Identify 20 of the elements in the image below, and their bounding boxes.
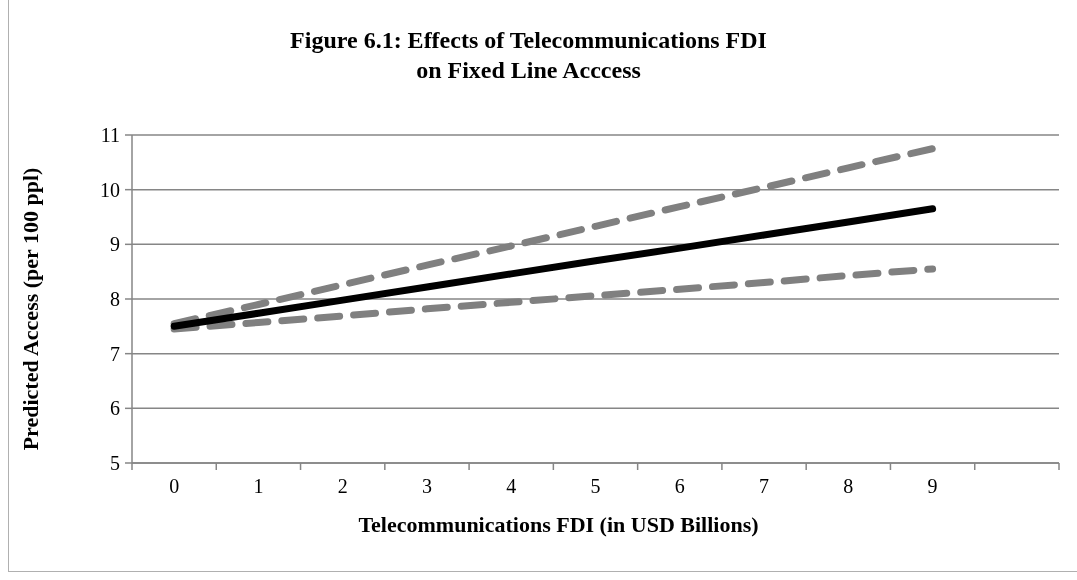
x-tick-label: 7: [759, 475, 770, 497]
x-axis-title: Telecommunications FDI (in USD Billions): [358, 512, 759, 537]
y-tick-label: 5: [110, 452, 120, 474]
y-tick-label: 7: [110, 342, 120, 365]
x-tick-label: 1: [253, 475, 264, 497]
y-tick-label: 10: [100, 178, 120, 201]
x-tick-label: 4: [506, 475, 517, 497]
y-tick-label: 8: [110, 288, 120, 310]
x-tick-label: 3: [421, 475, 432, 497]
x-tick-label: 2: [337, 475, 348, 497]
x-tick-label: 9: [927, 475, 938, 497]
y-axis-title: Predicted Access (per 100 ppl): [18, 167, 43, 451]
chart-title: Figure 6.1: Effects of Telecommunications FDI on Fixed Line Acccess: [290, 27, 767, 83]
y-tick-label: 6: [110, 397, 120, 420]
x-tick-label: 0: [169, 475, 180, 497]
y-tick-label: 11: [100, 124, 120, 146]
x-tick-label: 5: [590, 475, 601, 497]
x-tick-label: 8: [843, 475, 854, 497]
y-tick-label: 9: [110, 233, 120, 256]
x-tick-label: 6: [674, 475, 685, 497]
